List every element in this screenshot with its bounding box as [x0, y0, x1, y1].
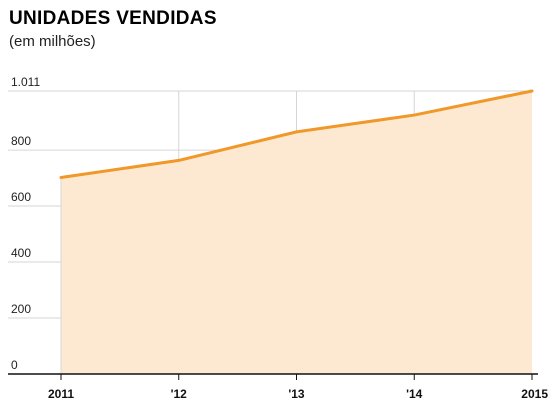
y-tick-label: 1.011 — [11, 75, 40, 89]
data-point — [413, 113, 416, 117]
y-tick-label: 800 — [11, 134, 31, 148]
chart-title: UNIDADES VENDIDAS — [9, 8, 217, 29]
data-point — [295, 130, 298, 134]
x-axis-ticks: 2011 '12 '13 '14 2015 — [8, 373, 548, 401]
data-point — [177, 159, 180, 162]
y-tick-label: 600 — [11, 190, 31, 204]
x-tick-label: '13 — [288, 387, 305, 401]
data-point — [530, 89, 534, 93]
chart-subtitle: (em milhões) — [9, 33, 96, 50]
y-tick-label: 400 — [11, 246, 31, 260]
data-point — [59, 176, 63, 179]
area-layer — [60, 91, 532, 374]
series-area-fill — [61, 91, 532, 374]
x-tick-label: 2015 — [521, 387, 548, 401]
y-tick-label: 0 — [11, 358, 18, 372]
x-tick-label: '12 — [171, 387, 188, 401]
y-tick-label: 200 — [11, 302, 31, 316]
y-axis-ticks: 0 200 400 600 800 1.011 — [11, 75, 40, 372]
x-tick-label: 2011 — [48, 387, 74, 401]
line-layer — [59, 89, 534, 179]
x-tick-label: '14 — [406, 387, 423, 401]
